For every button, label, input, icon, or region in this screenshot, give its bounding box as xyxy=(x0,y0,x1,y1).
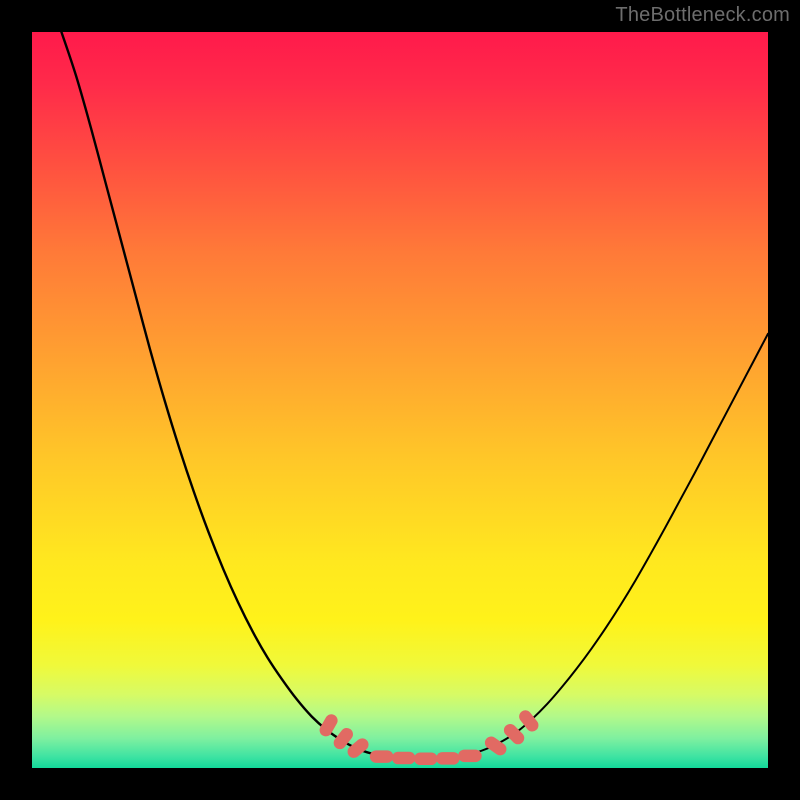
bottleneck-v-curve-chart xyxy=(0,0,800,800)
marker-4 xyxy=(392,752,416,765)
marker-7 xyxy=(458,750,482,763)
marker-6 xyxy=(436,752,460,765)
chart-container: TheBottleneck.com xyxy=(0,0,800,800)
marker-5 xyxy=(414,753,438,766)
plot-background xyxy=(32,32,768,768)
marker-3 xyxy=(370,750,394,763)
